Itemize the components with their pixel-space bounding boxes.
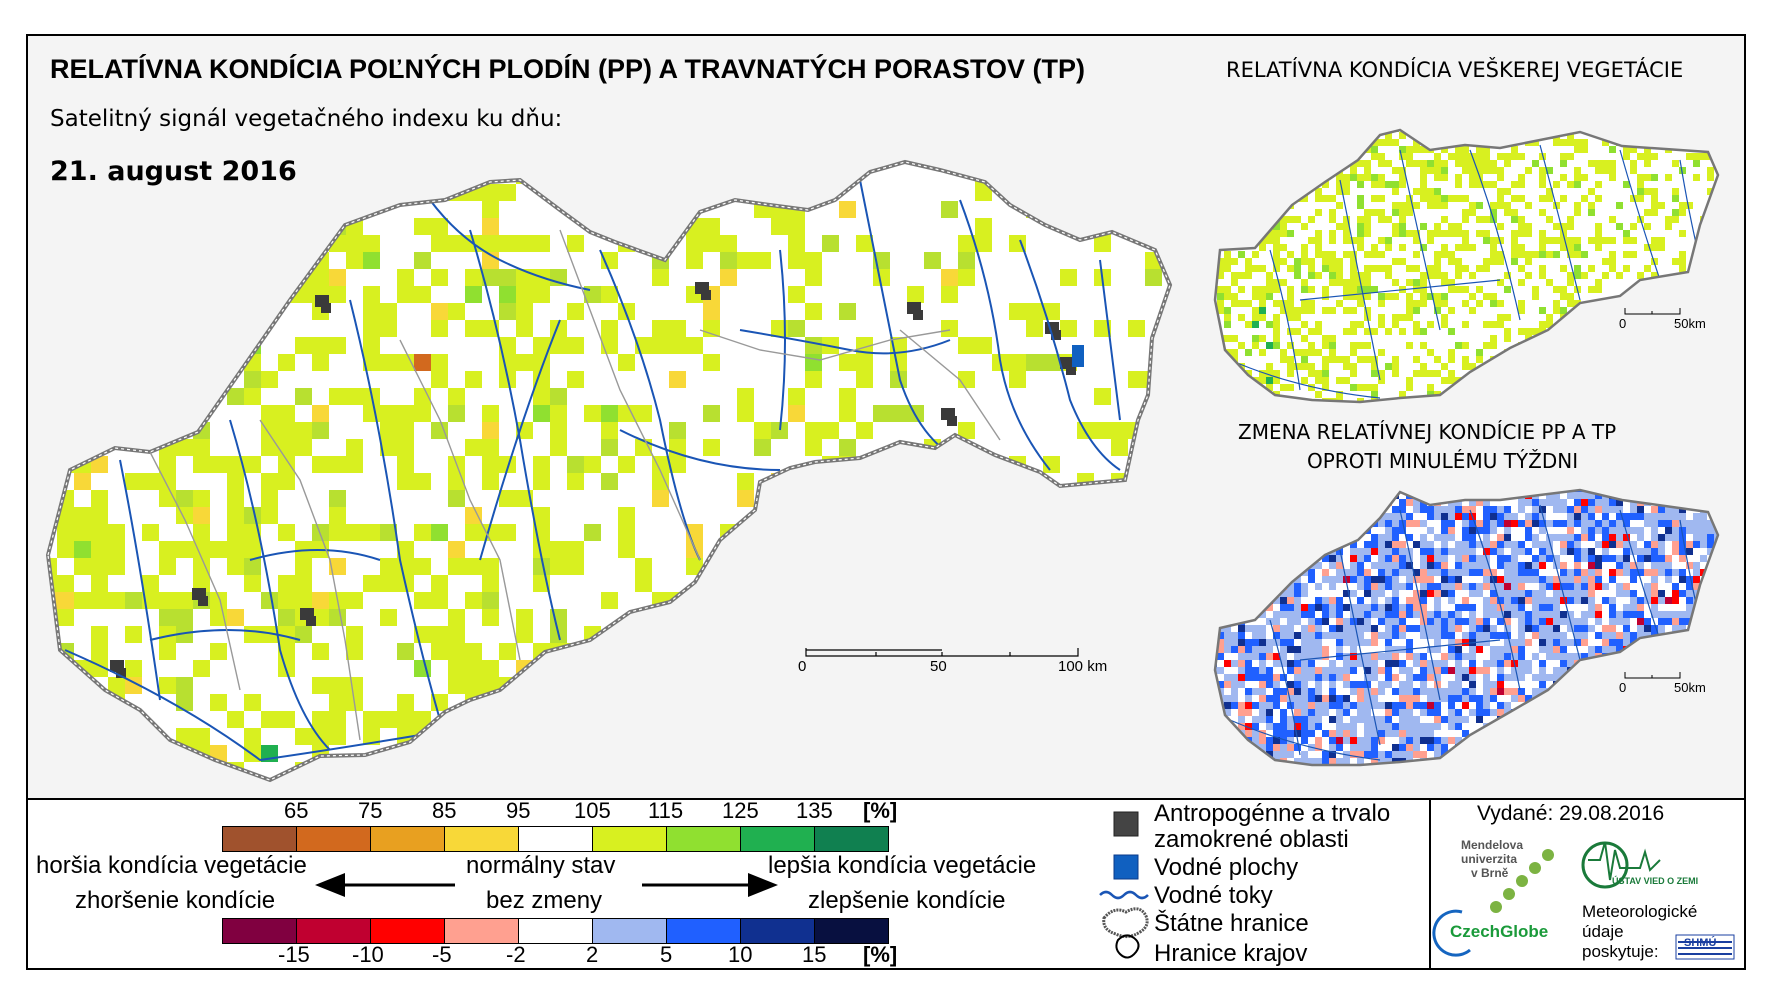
change-tick-label: -15 <box>278 942 310 967</box>
czechglobe-logo <box>1432 909 1471 957</box>
provider-line-3: poskytuje: <box>1582 942 1659 961</box>
change-map-border <box>1213 488 1720 767</box>
mendel-line-2: univerzita <box>1461 852 1518 866</box>
change-tick-label: -2 <box>506 942 526 967</box>
region-border-icon <box>1115 934 1140 959</box>
mendel-university-logo <box>1490 849 1554 913</box>
change-swatch <box>814 918 889 944</box>
change-tick-label: 15 <box>802 942 827 967</box>
provider-line-2: údaje <box>1582 922 1624 941</box>
condition-swatch <box>296 826 371 852</box>
date-label: 21. august 2016 <box>50 156 297 187</box>
small1-scale-50: 50km <box>1674 316 1706 331</box>
condition-tick-label: 105 <box>574 798 611 823</box>
condition-unit: [%] <box>863 798 898 823</box>
condition-swatch <box>370 826 445 852</box>
change-swatch <box>740 918 815 944</box>
vegetation-map <box>1215 130 1718 402</box>
change-swatch <box>296 918 371 944</box>
state-border-icon <box>1102 907 1149 939</box>
small2-scale-50: 50km <box>1674 680 1706 695</box>
worse-change-label: zhoršenie kondície <box>75 887 276 914</box>
uvz-logo <box>1581 841 1661 889</box>
shmu-logo <box>1675 934 1735 960</box>
better-arrow-icon <box>642 873 778 897</box>
condition-tick-label: 85 <box>432 798 457 823</box>
change-swatch <box>222 918 297 944</box>
change-title-line2: OPROTI MINULÉMU TÝŽDNI <box>1307 449 1579 473</box>
mendel-line-3: v Brně <box>1471 866 1509 880</box>
main-scale-100: 100 km <box>1058 658 1108 675</box>
change-swatch <box>370 918 445 944</box>
small-scale-bars <box>1624 308 1681 679</box>
small1-scale-0: 0 <box>1619 316 1627 331</box>
condition-swatch <box>518 826 593 852</box>
condition-swatch <box>444 826 519 852</box>
issued-date: Vydané: 29.08.2016 <box>1477 802 1665 825</box>
rivers-label: Vodné toky <box>1154 882 1273 909</box>
provider-line-1: Meteorologické <box>1582 902 1698 921</box>
main-title: RELATÍVNA KONDÍCIA POĽNÝCH PLODÍN (PP) A… <box>50 54 1086 84</box>
main-scale-0: 0 <box>798 658 807 675</box>
mendel-text: Mendelova univerzita v Brně <box>1461 838 1523 880</box>
mendel-line-1: Mendelova <box>1461 838 1524 852</box>
change-swatch <box>666 918 741 944</box>
change-tick-label: 5 <box>660 942 673 967</box>
uvz-text: ÚSTAV VIED O ZEMI <box>1612 876 1699 886</box>
state-borders-label: Štátne hranice <box>1154 910 1309 937</box>
condition-tick-label: 115 <box>648 798 684 823</box>
main-map-border <box>45 159 1173 783</box>
change-swatch <box>444 918 519 944</box>
main-scale-50: 50 <box>930 658 947 675</box>
right-title: RELATÍVNA KONDÍCIA VEŠKEREJ VEGETÁCIE <box>1226 58 1684 82</box>
change-tick-label: -10 <box>352 942 384 967</box>
change-swatch <box>592 918 667 944</box>
vegetation-map-border <box>1213 128 1720 404</box>
better-change-label: zlepšenie kondície <box>808 887 1006 914</box>
condition-swatch <box>666 826 741 852</box>
anthropogenic-label-2: zamokrené oblasti <box>1154 826 1349 853</box>
no-change-label: bez zmeny <box>486 887 603 914</box>
czechglobe-text: CzechGlobe <box>1450 922 1549 941</box>
condition-swatch <box>740 826 815 852</box>
change-tick-label: 2 <box>586 942 599 967</box>
water-areas-label: Vodné plochy <box>1154 854 1299 881</box>
figure-frame <box>26 34 1746 970</box>
main-region-borders <box>149 229 1001 741</box>
condition-tick-label: 75 <box>358 798 383 823</box>
condition-swatch <box>814 826 889 852</box>
better-label: lepšia kondícia vegetácie <box>768 852 1037 879</box>
normal-label: normálny stav <box>466 852 616 879</box>
main-map <box>48 162 1170 780</box>
condition-swatch <box>222 826 297 852</box>
subtitle: Satelitný signál vegetačného indexu ku d… <box>50 106 563 132</box>
change-swatch <box>518 918 593 944</box>
condition-tick-label: 65 <box>284 798 309 823</box>
change-unit: [%] <box>863 942 898 967</box>
shmu-text: SHMÚ <box>1684 937 1717 949</box>
condition-tick-label: 95 <box>506 798 531 823</box>
main-scale-bar <box>805 648 1079 657</box>
region-borders-label: Hranice krajov <box>1154 940 1308 967</box>
worse-arrow-icon <box>315 873 455 897</box>
anthropogenic-label-1: Antropogénne a trvalo <box>1154 800 1391 827</box>
condition-swatch <box>592 826 667 852</box>
condition-tick-label: 125 <box>722 798 759 823</box>
water-area-icon <box>1113 854 1139 880</box>
worse-label: horšia kondícia vegetácie <box>36 852 307 879</box>
change-tick-label: 10 <box>728 942 753 967</box>
condition-tick-label: 135 <box>796 798 833 823</box>
anthropogenic-area-icon <box>1113 811 1139 837</box>
small2-scale-0: 0 <box>1619 680 1627 695</box>
provider-text: Meteorologické údaje poskytuje: <box>1582 902 1697 962</box>
change-title-line1: ZMENA RELATÍVNEJ KONDÍCIE PP A TP <box>1238 420 1617 444</box>
change-tick-label: -5 <box>432 942 452 967</box>
river-icon <box>1099 890 1149 900</box>
